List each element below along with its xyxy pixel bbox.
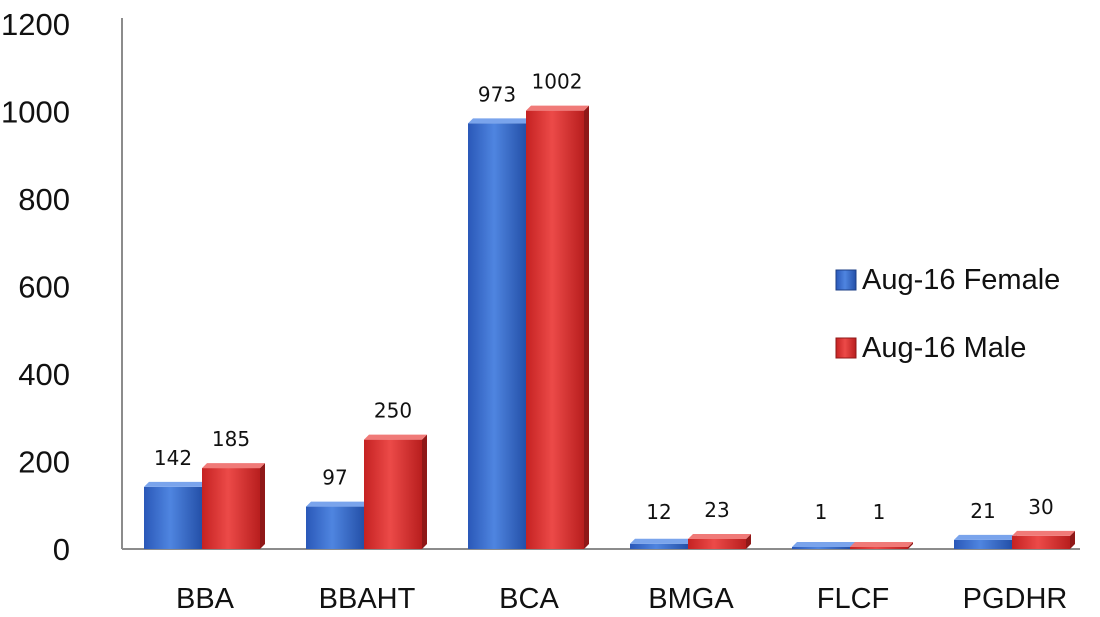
bar-male-flcf (850, 542, 913, 549)
bar-male-bbaht (364, 434, 427, 549)
data-label: 142 (154, 446, 192, 470)
bar-female-bmga (630, 538, 693, 549)
data-label: 185 (212, 427, 250, 451)
bar-female-flcf (792, 542, 855, 549)
bar-female-pgdhr (954, 534, 1017, 549)
x-tick-label: BBAHT (319, 583, 416, 615)
bar-side (260, 463, 265, 549)
bar-male-bmga (688, 533, 751, 549)
legend-item: Aug-16 Male (835, 332, 1026, 364)
bar-front (364, 439, 422, 549)
bar-front (1012, 535, 1070, 549)
bar-front (306, 506, 364, 549)
bar-side (422, 434, 427, 549)
bar-top (850, 542, 913, 547)
bar-male-pgdhr (1012, 530, 1075, 549)
bar-front (954, 539, 1012, 549)
bar-front (688, 538, 746, 549)
bar-top (954, 534, 1017, 540)
bar-side (908, 542, 913, 549)
y-tick-label: 0 (53, 532, 70, 567)
x-tick-label: FLCF (817, 583, 890, 615)
y-tick-label: 600 (18, 270, 70, 305)
legend: Aug-16 Female Aug-16 Male (835, 264, 1060, 364)
bar-top (526, 105, 589, 111)
legend-swatch (835, 269, 857, 291)
data-labels: 142 185 97 250 973 1002 12 23 1 1 21 30 (154, 70, 1054, 524)
legend-swatch (835, 337, 857, 359)
data-label: 250 (374, 399, 412, 423)
x-tick-label: BMGA (648, 583, 734, 615)
bar-front (630, 543, 688, 549)
data-label: 973 (478, 82, 516, 106)
data-label: 1 (815, 500, 828, 524)
bar-top (1012, 530, 1075, 536)
bar-top (688, 533, 751, 539)
bar-top (792, 542, 855, 547)
axes (121, 18, 1080, 550)
bar-top (202, 463, 265, 469)
y-tick-label: 800 (18, 182, 70, 217)
bar-female-bbaht (306, 501, 369, 549)
bar-female-bca (468, 118, 531, 549)
y-tick-label: 400 (18, 357, 70, 392)
x-tick-label: BBA (176, 583, 235, 615)
data-label: 23 (704, 498, 729, 522)
bar-front (468, 123, 526, 549)
bar-front (144, 486, 202, 549)
data-label: 1002 (532, 70, 583, 94)
y-tick-label: 1200 (1, 7, 70, 42)
bar-top (364, 434, 427, 440)
y-axis-ticks: 0 200 400 600 800 1000 1200 (1, 7, 70, 567)
bar-female-bba (144, 481, 207, 549)
data-label: 12 (646, 500, 671, 524)
y-tick-label: 200 (18, 445, 70, 480)
bar-top (306, 501, 369, 507)
legend-item: Aug-16 Female (835, 264, 1060, 296)
x-tick-label: PGDHR (963, 583, 1068, 615)
legend-label: Aug-16 Female (862, 264, 1060, 296)
bar-side (1070, 530, 1075, 549)
bar-male-bba (202, 463, 265, 549)
bar-front (526, 110, 584, 549)
bar-side (584, 105, 589, 549)
bar-top (630, 538, 693, 544)
legend-label: Aug-16 Male (862, 332, 1026, 364)
x-axis-labels: BBA BBAHT BCA BMGA FLCF PGDHR (176, 583, 1067, 615)
x-tick-label: BCA (499, 583, 559, 615)
bar-top (468, 118, 531, 124)
data-label: 30 (1028, 495, 1053, 519)
data-label: 1 (873, 500, 886, 524)
bar-male-bca (526, 105, 589, 549)
data-label: 21 (970, 499, 995, 523)
bar-front (792, 547, 850, 549)
bar-top (144, 481, 207, 487)
bar-side (746, 533, 751, 549)
y-tick-label: 1000 (1, 95, 70, 130)
bars (144, 105, 1075, 549)
bar-front (202, 468, 260, 549)
data-label: 97 (322, 466, 347, 490)
bar-front (850, 547, 908, 549)
